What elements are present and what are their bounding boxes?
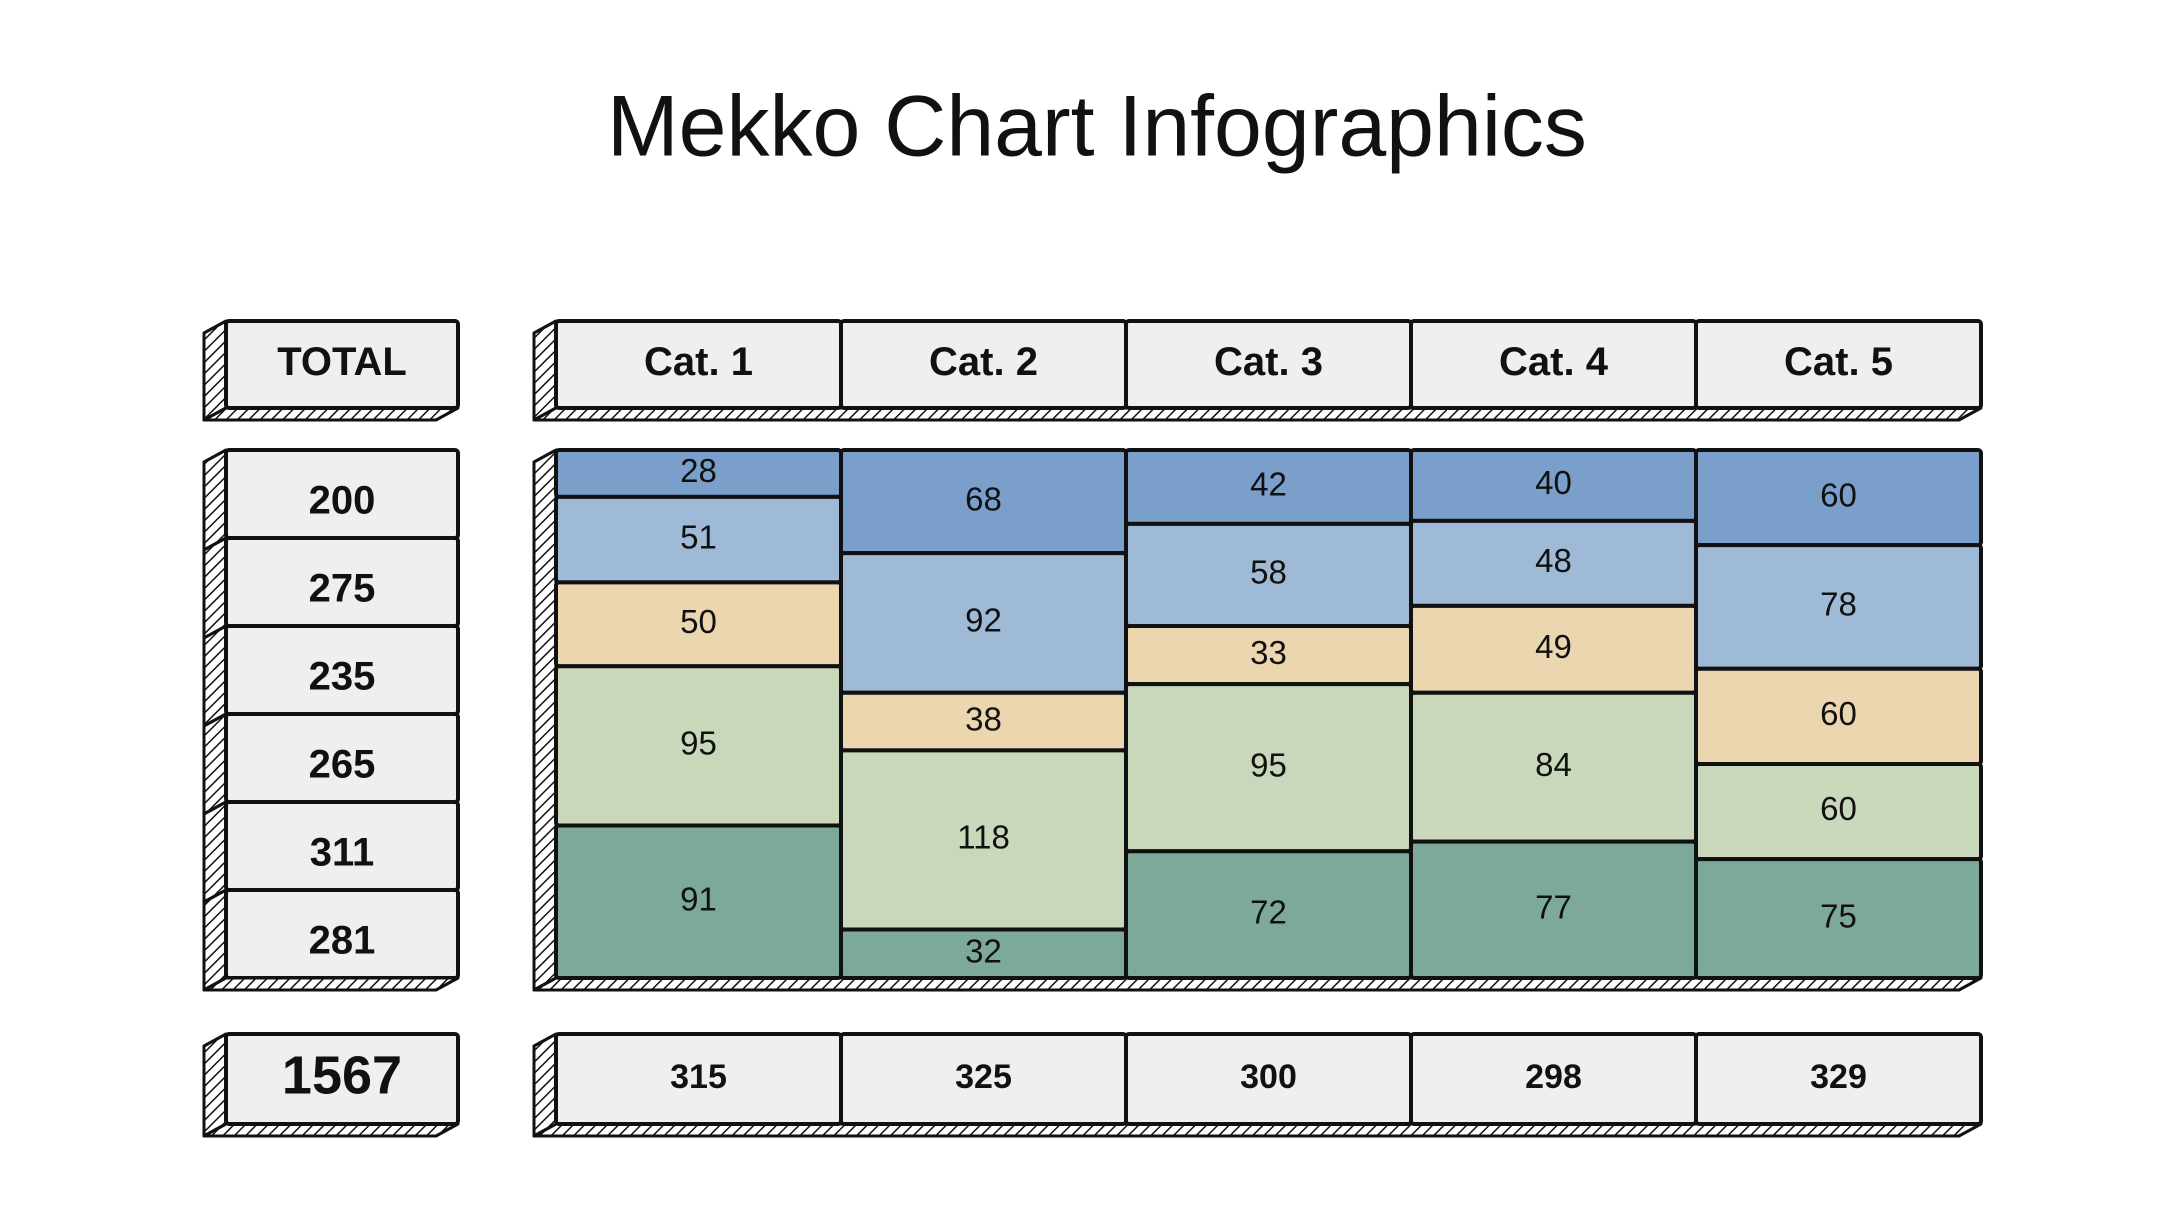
segment-label: 49: [1535, 628, 1572, 665]
column-total-box: [1694, 1032, 1983, 1126]
segment-label: 118: [957, 819, 1010, 856]
box-side: [202, 1032, 228, 1138]
segment-label: 32: [965, 932, 1002, 969]
row-total: 265: [309, 742, 376, 786]
box-side: [202, 712, 228, 816]
column-total: 300: [1240, 1058, 1297, 1096]
segment-label: 50: [680, 603, 717, 640]
segment-label: 68: [965, 480, 1002, 517]
row-total: 200: [309, 478, 376, 522]
row-total: 275: [309, 566, 376, 610]
column-total: 325: [955, 1058, 1012, 1096]
segment-label: 60: [1820, 476, 1857, 513]
segment-label: 91: [680, 880, 717, 917]
box-bottom: [202, 976, 460, 992]
segment-label: 40: [1535, 464, 1572, 501]
column-total: 298: [1525, 1058, 1582, 1096]
box-side: [532, 448, 558, 992]
box-side: [202, 319, 228, 422]
box-side: [202, 448, 228, 552]
box-side: [532, 1032, 558, 1138]
total-header: TOTAL: [277, 340, 407, 384]
segment-label: 84: [1535, 746, 1572, 783]
segment-label: 38: [965, 700, 1002, 737]
category-label: Cat. 1: [644, 340, 753, 384]
row-total: 281: [309, 918, 376, 962]
box-side: [202, 888, 228, 992]
box-side: [202, 536, 228, 640]
column-total: 329: [1810, 1058, 1867, 1096]
segment-label: 28: [680, 452, 717, 489]
segment: [1694, 857, 1983, 980]
category-label: Cat. 5: [1784, 340, 1893, 384]
segment-label: 92: [965, 602, 1002, 639]
segment-label: 60: [1820, 695, 1857, 732]
segment-label: 95: [1250, 746, 1287, 783]
segment-label: 78: [1820, 586, 1857, 623]
segment-label: 51: [680, 518, 717, 555]
segment-label: 42: [1250, 466, 1287, 503]
box-side: [532, 319, 558, 422]
row-total: 235: [309, 654, 376, 698]
segment-label: 33: [1250, 634, 1287, 671]
category-header-box: [1694, 319, 1983, 410]
segment-label: 48: [1535, 542, 1572, 579]
grand-total: 1567: [282, 1045, 402, 1105]
box-side: [202, 624, 228, 728]
segment-label: 60: [1820, 790, 1857, 827]
segment-label: 77: [1535, 889, 1572, 926]
total-header-box: [224, 319, 460, 410]
box-side: [202, 800, 228, 904]
segment-label: 95: [680, 725, 717, 762]
category-label: Cat. 4: [1499, 340, 1609, 384]
segment-label: 72: [1250, 893, 1287, 930]
category-label: Cat. 3: [1214, 340, 1323, 384]
chart-title: Mekko Chart Infographics: [607, 79, 1587, 175]
segment-label: 58: [1250, 554, 1287, 591]
segment-label: 75: [1820, 897, 1857, 934]
row-total: 311: [310, 830, 375, 874]
column-total: 315: [670, 1058, 727, 1096]
category-label: Cat. 2: [929, 340, 1038, 384]
grand-total-box: [224, 1032, 460, 1126]
